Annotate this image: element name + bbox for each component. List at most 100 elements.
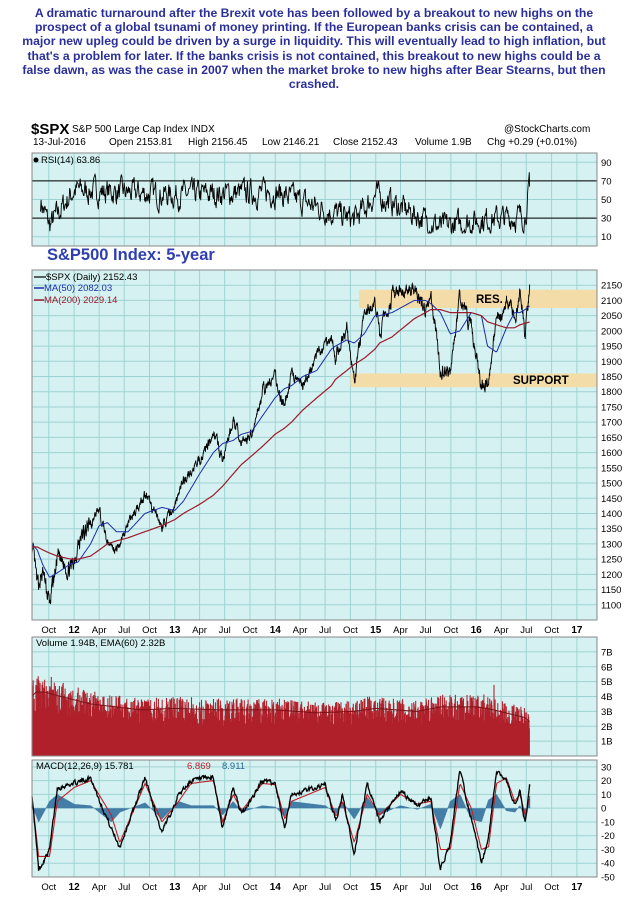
price-ytick-label: 1750 (601, 402, 622, 413)
volume-ema-line (31, 691, 530, 722)
volume-ytick-label: 7B (601, 647, 613, 658)
support-label: SUPPORT (513, 375, 569, 387)
rsi-line (40, 172, 531, 235)
price-xtick-label: 12 (69, 625, 81, 636)
macd-ytick-label: 0 (601, 804, 606, 815)
price-xtick-label: 17 (571, 625, 583, 636)
price-legend-label: $SPX (Daily) 2152.43 (46, 272, 137, 283)
price-ytick-label: 2150 (601, 281, 622, 292)
close-value: Close 2152.43 (333, 137, 398, 148)
rsi-ytick-label: 90 (601, 158, 612, 169)
price-band-support (350, 373, 597, 388)
volume-ytick-label: 5B (601, 677, 613, 688)
price-xtick-label: Apr (293, 625, 308, 636)
index-name: S&P 500 Large Cap Index INDX (72, 124, 215, 135)
price-ytick-label: 1250 (601, 555, 622, 566)
price-xtick-label: Apr (494, 625, 509, 636)
macd-signal-legend-label: 6.869 (187, 761, 211, 772)
price-ytick-label: 2100 (601, 296, 622, 307)
macd-xtick-label: Jul (118, 882, 130, 893)
rsi-legend-label: RSI(14) 63.86 (41, 155, 100, 166)
macd-line (31, 770, 531, 871)
volume-ytick-label: 6B (601, 662, 613, 673)
macd-xtick-label: Apr (92, 882, 107, 893)
price-ytick-label: 1700 (601, 418, 622, 429)
ma200-legend-label: MA(200) 2029.14 (44, 295, 117, 306)
rsi-border (31, 152, 598, 247)
price-ytick-label: 1100 (601, 600, 621, 611)
price-ytick-label: 1300 (601, 539, 622, 550)
rsi-legend-dot (33, 157, 39, 163)
price-xtick-label: Apr (192, 625, 207, 636)
price-ytick-label: 1800 (601, 387, 622, 398)
price-chart-title: S&P500 Index: 5-year (47, 246, 215, 264)
price-ytick-label: 1150 (601, 585, 621, 596)
macd-xtick-label: 13 (169, 882, 181, 893)
macd-xtick-label: Oct (41, 882, 56, 893)
macd-ytick-label: 30 (601, 762, 612, 773)
price-xtick-label: Oct (544, 625, 559, 636)
volume-ytick-label: 4B (601, 692, 613, 703)
macd-xtick-label: Apr (393, 882, 408, 893)
low-value: Low 2146.21 (262, 137, 320, 148)
macd-background (32, 760, 597, 877)
macd-xtick-label: Jul (419, 882, 431, 893)
macd-xtick-label: Apr (293, 882, 308, 893)
price-ytick-label: 1500 (601, 479, 622, 490)
macd-legend-label: MACD(12,26,9) 15.781 (36, 761, 134, 772)
price-xtick-label: Jul (319, 625, 331, 636)
date: 13-Jul-2016 (33, 137, 86, 148)
price-ytick-label: 1650 (601, 433, 622, 444)
macd-xtick-label: 14 (270, 882, 282, 893)
macd-xtick-label: 15 (370, 882, 382, 893)
price-xtick-label: 13 (169, 625, 181, 636)
macd-xtick-label: Apr (192, 882, 207, 893)
ma50-legend-label: MA(50) 2082.03 (44, 283, 112, 294)
price-xtick-label: Jul (520, 625, 532, 636)
macd-ytick-label: -50 (601, 873, 615, 884)
price-ytick-label: 1900 (601, 357, 622, 368)
change-value: Chg +0.29 (+0.01%) (487, 137, 578, 148)
macd-xtick-label: 12 (69, 882, 81, 893)
price-xtick-label: 15 (370, 625, 382, 636)
macd-ytick-label: -40 (601, 859, 615, 870)
price-ytick-label: 1200 (601, 570, 622, 581)
price-ytick-label: 1850 (601, 372, 622, 383)
macd-ytick-label: -20 (601, 831, 615, 842)
macd-ytick-label: -10 (601, 817, 615, 828)
macd-xtick-label: Jul (219, 882, 231, 893)
price-line (31, 281, 531, 605)
price-ytick-label: 1550 (601, 463, 622, 474)
price-ytick-label: 1950 (601, 342, 622, 353)
macd-xtick-label: Oct (243, 882, 258, 893)
macd-xtick-label: Jul (520, 882, 532, 893)
macd-hist-legend-label: 8.911 (222, 761, 245, 772)
price-border (31, 269, 598, 621)
price-xtick-label: Oct (243, 625, 258, 636)
macd-ytick-label: -30 (601, 845, 615, 856)
price-ytick-label: 1400 (601, 509, 622, 520)
price-xtick-label: Jul (219, 625, 231, 636)
macd-xtick-label: 16 (471, 882, 483, 893)
macd-border (31, 759, 598, 878)
volume-value: Volume 1.9B (415, 137, 472, 148)
price-ytick-label: 2050 (601, 311, 622, 322)
resistance-label: RES. (476, 294, 503, 306)
ma200-line (32, 309, 530, 560)
volume-ytick-label: 3B (601, 707, 613, 718)
macd-xtick-label: Oct (142, 882, 157, 893)
price-ytick-label: 1450 (601, 494, 622, 505)
macd-ytick-label: 10 (601, 790, 612, 801)
price-xtick-label: Oct (443, 625, 458, 636)
macd-xtick-label: Oct (544, 882, 559, 893)
macd-xtick-label: Apr (494, 882, 509, 893)
macd-xtick-label: 17 (571, 882, 583, 893)
price-ytick-label: 1600 (601, 448, 622, 459)
rsi-ytick-label: 10 (601, 232, 612, 243)
rsi-ytick-label: 50 (601, 195, 612, 206)
rsi-ytick-label: 70 (601, 176, 612, 187)
volume-border (31, 636, 598, 757)
volume-ytick-label: 2B (601, 722, 613, 733)
price-xtick-label: Jul (118, 625, 130, 636)
